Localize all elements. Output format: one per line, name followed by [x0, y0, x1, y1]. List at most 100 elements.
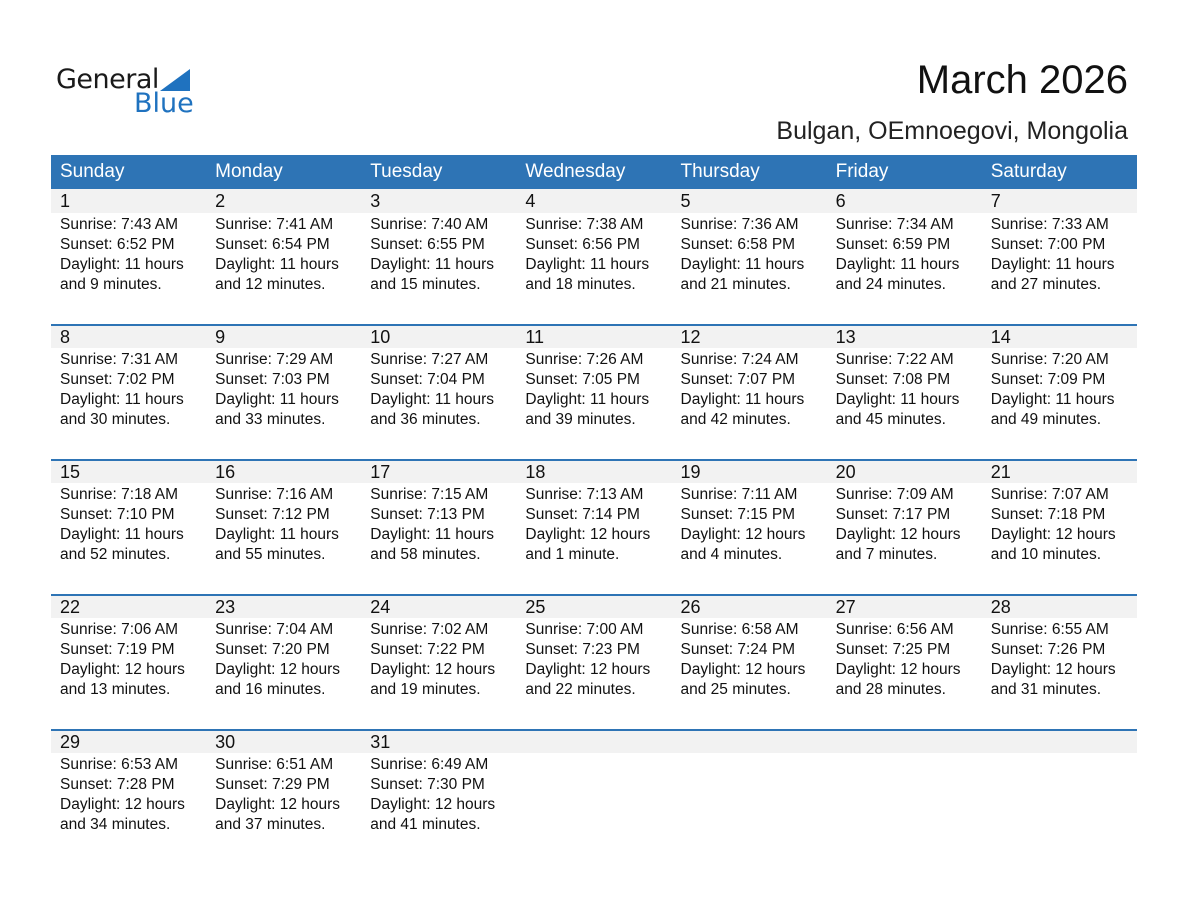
day-cell: 30 Sunrise: 6:51 AM Sunset: 7:29 PM Dayligh…: [206, 731, 362, 864]
day-cell: 3 Sunrise: 7:40 AM Sunset: 6:55 PM Daylight…: [361, 189, 517, 324]
day-details: Sunrise: 7:09 AM Sunset: 7:17 PM Daylight:…: [827, 483, 982, 565]
day-number: 7: [981, 189, 1137, 213]
day-details: Sunrise: 7:31 AM Sunset: 7:02 PM Daylight:…: [51, 348, 206, 430]
sunset-text: Sunset: 6:54 PM: [215, 236, 330, 253]
sunrise-text: Sunrise: 6:51 AM: [215, 756, 334, 773]
daylight-minutes-text: and 34 minutes.: [60, 816, 171, 833]
sunrise-text: Sunrise: 7:11 AM: [680, 486, 798, 503]
sunrise-text: Sunrise: 7:20 AM: [990, 351, 1109, 368]
day-number: 16: [206, 461, 362, 483]
day-details: Sunrise: 7:33 AM Sunset: 7:00 PM Daylight:…: [982, 213, 1137, 295]
day-cell: 15 Sunrise: 7:18 AM Sunset: 7:10 PM Dayligh…: [51, 461, 207, 594]
day-number: 21: [981, 461, 1137, 483]
daylight-text: Daylight: 12 hours: [525, 526, 651, 543]
daylight-minutes-text: and 30 minutes.: [60, 411, 171, 428]
day-number: 19: [671, 461, 827, 483]
daylight-minutes-text: and 41 minutes.: [370, 816, 481, 833]
day-cell: 19 Sunrise: 7:11 AM Sunset: 7:15 PM Dayligh…: [671, 461, 827, 594]
daylight-minutes-text: and 19 minutes.: [370, 681, 481, 698]
day-number: 31: [361, 731, 517, 753]
day-details: Sunrise: 7:07 AM Sunset: 7:18 PM Daylight:…: [982, 483, 1137, 565]
sunset-text: Sunset: 7:15 PM: [680, 506, 796, 523]
day-number: 6: [826, 189, 982, 213]
daylight-minutes-text: and 31 minutes.: [990, 681, 1102, 698]
daylight-minutes-text: and 37 minutes.: [215, 816, 326, 833]
day-number: 12: [671, 326, 827, 348]
sunset-text: Sunset: 7:17 PM: [835, 506, 951, 523]
daylight-minutes-text: and 21 minutes.: [680, 276, 791, 293]
day-number: 24: [361, 596, 517, 618]
day-number: 22: [51, 596, 207, 618]
day-cell: 12 Sunrise: 7:24 AM Sunset: 7:07 PM Dayligh…: [671, 326, 827, 459]
daylight-minutes-text: and 45 minutes.: [835, 411, 946, 428]
sunrise-text: Sunrise: 6:53 AM: [60, 756, 179, 773]
daylight-minutes-text: and 4 minutes.: [680, 546, 783, 563]
daylight-text: Daylight: 12 hours: [680, 526, 806, 543]
daylight-minutes-text: and 58 minutes.: [370, 546, 481, 563]
daylight-minutes-text: and 7 minutes.: [835, 546, 938, 563]
day-number: [671, 731, 827, 753]
day-number: 17: [361, 461, 517, 483]
daylight-text: Daylight: 11 hours: [680, 391, 805, 408]
daylight-text: Daylight: 11 hours: [525, 391, 650, 408]
daylight-text: Daylight: 11 hours: [835, 256, 960, 273]
daylight-minutes-text: and 9 minutes.: [60, 276, 162, 293]
day-details: Sunrise: 7:26 AM Sunset: 7:05 PM Daylight:…: [516, 348, 671, 430]
daylight-text: Daylight: 12 hours: [370, 796, 496, 813]
daylight-minutes-text: and 33 minutes.: [215, 411, 326, 428]
daylight-text: Daylight: 11 hours: [370, 256, 495, 273]
daylight-text: Daylight: 12 hours: [680, 661, 806, 678]
day-details: Sunrise: 6:58 AM Sunset: 7:24 PM Daylight:…: [672, 618, 827, 700]
day-number: 26: [671, 596, 827, 618]
daylight-minutes-text: and 49 minutes.: [990, 411, 1102, 428]
sunrise-text: Sunrise: 7:36 AM: [680, 216, 799, 233]
sunset-text: Sunset: 7:14 PM: [525, 506, 640, 523]
empty-day-cell: [826, 731, 982, 864]
daylight-minutes-text: and 27 minutes.: [990, 276, 1102, 293]
calendar-week: 22 Sunrise: 7:06 AM Sunset: 7:19 PM Dayligh…: [51, 594, 1137, 729]
sunrise-text: Sunrise: 7:40 AM: [370, 216, 489, 233]
sunset-text: Sunset: 6:58 PM: [680, 236, 796, 253]
day-details: Sunrise: 7:43 AM Sunset: 6:52 PM Daylight:…: [51, 213, 206, 295]
sunset-text: Sunset: 7:07 PM: [680, 371, 796, 388]
sunrise-text: Sunrise: 7:02 AM: [370, 621, 489, 638]
day-details: Sunrise: 6:49 AM Sunset: 7:30 PM Daylight:…: [361, 753, 516, 835]
daylight-text: Daylight: 11 hours: [370, 391, 495, 408]
calendar: Sunday Monday Tuesday Wednesday Thursday Frid…: [51, 155, 1137, 864]
daylight-text: Daylight: 11 hours: [525, 256, 650, 273]
daylight-text: Daylight: 12 hours: [370, 661, 496, 678]
day-cell: 31 Sunrise: 6:49 AM Sunset: 7:30 PM Dayligh…: [361, 731, 517, 864]
day-cell: 5 Sunrise: 7:36 AM Sunset: 6:58 PM Daylight…: [671, 189, 827, 324]
daylight-minutes-text: and 42 minutes.: [680, 411, 791, 428]
sunrise-text: Sunrise: 7:15 AM: [370, 486, 489, 503]
day-details: Sunrise: 7:27 AM Sunset: 7:04 PM Daylight:…: [361, 348, 516, 430]
day-number: [826, 731, 982, 753]
day-number: 18: [516, 461, 672, 483]
day-number: 10: [361, 326, 517, 348]
day-cell: 25 Sunrise: 7:00 AM Sunset: 7:23 PM Dayligh…: [516, 596, 672, 729]
sunrise-text: Sunrise: 7:33 AM: [990, 216, 1109, 233]
daylight-text: Daylight: 12 hours: [835, 526, 961, 543]
day-details: Sunrise: 7:40 AM Sunset: 6:55 PM Daylight:…: [361, 213, 516, 295]
day-cell: 20 Sunrise: 7:09 AM Sunset: 7:17 PM Dayligh…: [826, 461, 982, 594]
weekday-wednesday: Wednesday: [525, 161, 626, 182]
day-details: Sunrise: 7:04 AM Sunset: 7:20 PM Daylight:…: [206, 618, 361, 700]
day-cell: 7 Sunrise: 7:33 AM Sunset: 7:00 PM Daylight…: [981, 189, 1137, 324]
day-number: 9: [206, 326, 362, 348]
daylight-text: Daylight: 12 hours: [525, 661, 651, 678]
day-number: 8: [51, 326, 207, 348]
sunrise-text: Sunrise: 7:09 AM: [835, 486, 954, 503]
sunset-text: Sunset: 6:52 PM: [60, 236, 175, 253]
sunset-text: Sunset: 6:59 PM: [835, 236, 951, 253]
day-cell: 22 Sunrise: 7:06 AM Sunset: 7:19 PM Dayligh…: [51, 596, 207, 729]
day-details: Sunrise: 7:38 AM Sunset: 6:56 PM Daylight:…: [516, 213, 671, 295]
daylight-text: Daylight: 12 hours: [215, 661, 341, 678]
sunrise-text: Sunrise: 6:49 AM: [370, 756, 489, 773]
day-details: Sunrise: 7:02 AM Sunset: 7:22 PM Daylight:…: [361, 618, 516, 700]
day-details: Sunrise: 7:11 AM Sunset: 7:15 PM Daylight:…: [672, 483, 827, 565]
calendar-week: 15 Sunrise: 7:18 AM Sunset: 7:10 PM Dayligh…: [51, 459, 1137, 594]
daylight-minutes-text: and 18 minutes.: [525, 276, 636, 293]
daylight-text: Daylight: 11 hours: [215, 526, 339, 543]
empty-day-cell: [671, 731, 827, 864]
day-number: 29: [51, 731, 207, 753]
